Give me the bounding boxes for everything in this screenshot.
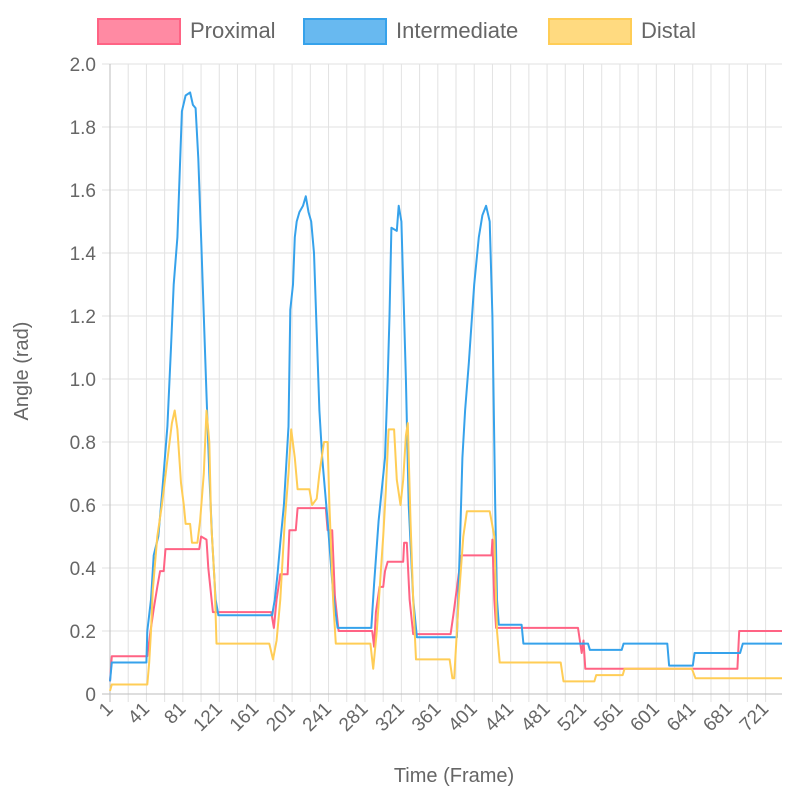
x-tick-label: 681 <box>699 699 736 736</box>
x-tick-label: 241 <box>299 699 336 736</box>
y-tick-label: 0.2 <box>70 622 96 643</box>
legend: Proximal Intermediate Distal <box>97 18 696 45</box>
x-tick-label: 281 <box>335 699 372 736</box>
x-tick-label: 721 <box>736 699 773 736</box>
y-tick-label: 0.4 <box>70 559 97 580</box>
x-tick-label: 161 <box>226 699 263 736</box>
y-tick-label: 1.4 <box>70 244 97 265</box>
x-tick-label: 521 <box>554 699 591 736</box>
legend-swatch-distal[interactable] <box>548 18 632 45</box>
y-tick-label: 0.6 <box>70 496 96 517</box>
series-line-intermediate <box>109 91 782 682</box>
legend-label-distal[interactable]: Distal <box>641 18 696 43</box>
y-tick-label: 1.2 <box>70 307 96 328</box>
x-tick-label: 561 <box>590 699 627 736</box>
x-tick-label: 641 <box>663 699 700 736</box>
legend-label-intermediate[interactable]: Intermediate <box>396 18 518 43</box>
x-tick-label: 441 <box>481 699 518 736</box>
y-tick-label: 1.8 <box>70 118 96 139</box>
series-lines <box>109 91 782 692</box>
legend-label-proximal[interactable]: Proximal <box>190 18 276 43</box>
y-axis-title: Angle (rad) <box>11 322 33 421</box>
y-tick-label: 1.0 <box>70 370 96 391</box>
x-tick-label: 121 <box>190 699 227 736</box>
x-tick-label: 201 <box>262 699 299 736</box>
series-line-distal <box>109 409 782 692</box>
x-tick-label: 361 <box>408 699 445 736</box>
y-tick-label: 0.8 <box>70 433 96 454</box>
grid <box>102 63 782 702</box>
legend-swatch-proximal[interactable] <box>97 18 181 45</box>
x-tick-label: 601 <box>627 699 664 736</box>
legend-swatch-intermediate[interactable] <box>303 18 387 45</box>
y-tick-label: 2.0 <box>70 55 96 76</box>
y-tick-label: 1.6 <box>70 181 96 202</box>
y-tick-label: 0 <box>85 685 96 706</box>
x-tick-label: 401 <box>444 699 481 736</box>
series-line-proximal <box>109 507 782 682</box>
x-tick-label: 81 <box>161 699 191 729</box>
x-tick-label: 321 <box>372 699 409 736</box>
x-tick-label: 481 <box>517 699 554 736</box>
x-tick-label: 1 <box>95 699 117 721</box>
x-tick-label: 41 <box>124 699 154 729</box>
x-axis-title: Time (Frame) <box>394 765 514 787</box>
